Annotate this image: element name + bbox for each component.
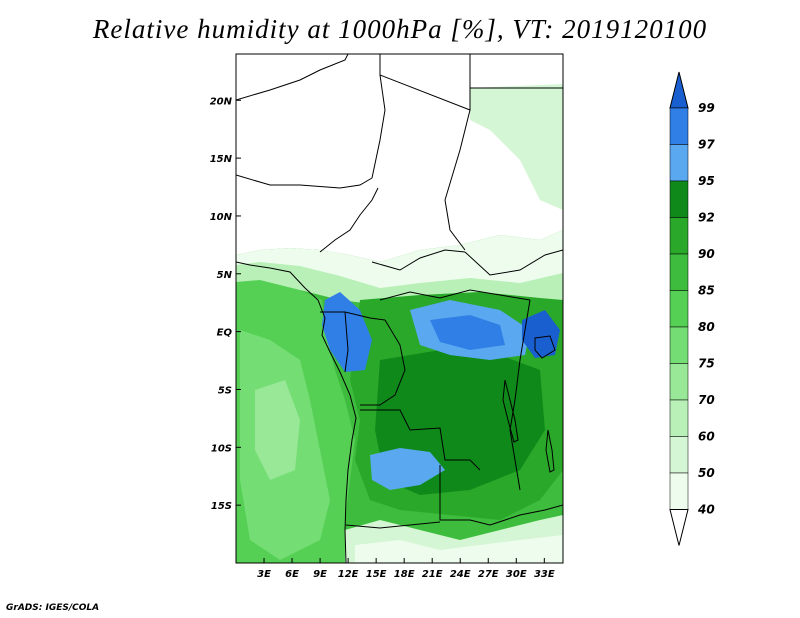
border-gabon-congo bbox=[344, 311, 349, 373]
lon-axis: 3E 6E 9E 12E 15E 18E 21E 24E 27E 30E 33E bbox=[257, 558, 555, 580]
lat-tick-label: 20N bbox=[210, 96, 233, 107]
border-nigeria-cameroon bbox=[319, 187, 379, 253]
field-transition-north bbox=[236, 230, 563, 290]
colorbar-segment bbox=[669, 144, 689, 182]
field-ocean-pale2 bbox=[255, 380, 300, 480]
lon-tick-label: 30E bbox=[506, 569, 527, 580]
colorbar-segment bbox=[669, 217, 689, 255]
lon-tick-label: 3E bbox=[257, 569, 271, 580]
colorbar-segment bbox=[669, 472, 689, 510]
colorbar-label: 85 bbox=[698, 284, 715, 298]
lon-tick-label: 24E bbox=[450, 569, 471, 580]
colorbar-segment bbox=[669, 436, 689, 474]
colorbar-segment bbox=[669, 290, 689, 328]
colorbar-label: 60 bbox=[698, 430, 715, 444]
border-drc-angola bbox=[360, 409, 481, 471]
coastline-west bbox=[236, 261, 357, 563]
colorbar: 99 97 95 92 90 85 80 75 70 60 50 40 bbox=[669, 71, 715, 546]
field-south-white bbox=[355, 535, 563, 563]
border-angola-namibia bbox=[345, 521, 441, 529]
lake-tanganyika bbox=[502, 379, 519, 443]
colorbar-label: 95 bbox=[698, 174, 715, 188]
lon-tick-label: 9E bbox=[313, 569, 327, 580]
colorbar-label: 40 bbox=[697, 503, 715, 517]
colorbar-bottom-triangle bbox=[669, 509, 689, 546]
field-ne-patch bbox=[470, 84, 563, 210]
border-cameroon-gabon bbox=[320, 311, 386, 321]
lon-tick-label: 15E bbox=[366, 569, 387, 580]
border-congo-drc bbox=[360, 319, 406, 406]
border-zambia-mozambique bbox=[489, 504, 563, 526]
colorbar-label: 97 bbox=[698, 138, 715, 152]
lat-tick-label: 15N bbox=[210, 154, 233, 165]
colorbar-label: 99 bbox=[698, 101, 715, 115]
colorbar-label: 92 bbox=[698, 211, 715, 225]
colorbar-segment bbox=[669, 326, 689, 364]
lat-tick-label: 10S bbox=[211, 443, 232, 454]
colorbar-segment bbox=[669, 363, 689, 401]
field-humid-congo-core bbox=[430, 315, 505, 350]
border-niger-nigeria bbox=[236, 174, 373, 189]
lon-tick-label: 18E bbox=[394, 569, 415, 580]
border-drc-east bbox=[509, 299, 531, 491]
border-car-drc bbox=[379, 289, 531, 301]
lat-tick-label: 5S bbox=[218, 385, 232, 396]
field-humid-lakes bbox=[522, 310, 560, 358]
border-angola-zambia bbox=[439, 465, 491, 526]
border-sudan-ssudan bbox=[464, 249, 563, 276]
borders bbox=[236, 54, 563, 563]
lat-tick-label: 15S bbox=[211, 501, 232, 512]
lat-axis: 20N 15N 10N 5N EQ 5S 10S 15S bbox=[210, 96, 241, 512]
border-chad-car bbox=[371, 249, 466, 271]
colorbar-segment bbox=[669, 107, 689, 145]
lat-tick-label: EQ bbox=[217, 328, 233, 339]
colorbar-label: 75 bbox=[698, 357, 715, 371]
lake-malawi bbox=[545, 429, 555, 473]
border-niger-algeria bbox=[236, 54, 349, 101]
colorbar-segment bbox=[669, 180, 689, 218]
lake-victoria bbox=[534, 335, 556, 359]
lon-tick-label: 33E bbox=[534, 569, 555, 580]
border-chad-sudan bbox=[444, 109, 471, 251]
chart-title: Relative humidity at 1000hPa [%], VT: 20… bbox=[92, 14, 708, 44]
colorbar-top-triangle bbox=[669, 71, 689, 109]
colorbar-label: 80 bbox=[698, 320, 715, 334]
colorbar-segment bbox=[669, 253, 689, 291]
credit-label: GrADS: IGES/COLA bbox=[6, 603, 100, 613]
border-chad-libya bbox=[379, 54, 471, 111]
lon-tick-label: 27E bbox=[478, 569, 499, 580]
field-layer bbox=[236, 54, 563, 563]
lat-tick-label: 5N bbox=[217, 270, 233, 281]
border-chad-niger bbox=[371, 74, 386, 179]
field-humid-south bbox=[370, 448, 445, 490]
lat-tick-label: 10N bbox=[210, 212, 233, 223]
lon-tick-label: 12E bbox=[338, 569, 359, 580]
colorbar-label: 50 bbox=[698, 466, 715, 480]
colorbar-label: 70 bbox=[698, 393, 715, 407]
lon-tick-label: 21E bbox=[422, 569, 443, 580]
map-frame bbox=[235, 53, 564, 564]
colorbar-label: 90 bbox=[698, 247, 715, 261]
lon-tick-label: 6E bbox=[285, 569, 299, 580]
colorbar-segment bbox=[669, 399, 689, 437]
